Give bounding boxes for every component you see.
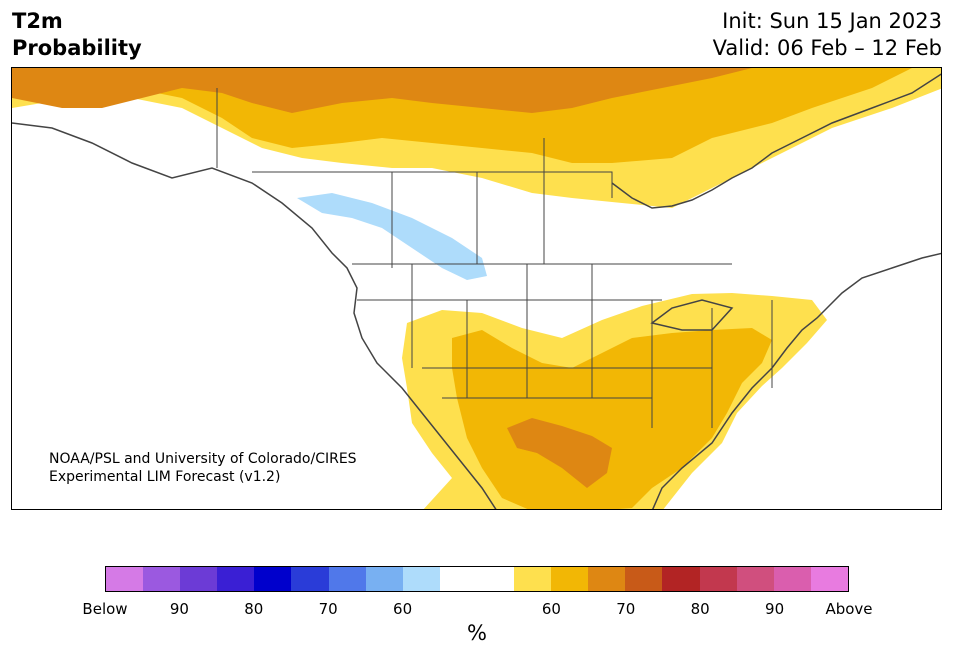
forecast-map xyxy=(11,67,942,510)
colorbar-cell xyxy=(180,567,218,591)
colorbar-tick-label: 70 xyxy=(318,600,338,618)
colorbar-cell xyxy=(106,567,144,591)
colorbar-cell xyxy=(588,567,626,591)
colorbar-tick-label: Below xyxy=(82,600,128,618)
colorbar-cell xyxy=(254,567,292,591)
title-variable: T2m xyxy=(12,9,63,33)
shade-south-above-65 xyxy=(452,328,772,509)
colorbar-cell xyxy=(402,567,440,591)
colorbar-tick-label: 70 xyxy=(616,600,636,618)
colorbar-tick-label: 80 xyxy=(690,600,710,618)
init-date: Init: Sun 15 Jan 2023 xyxy=(722,9,942,33)
colorbar-cell xyxy=(625,567,663,591)
colorbar-cell xyxy=(291,567,329,591)
colorbar-cell xyxy=(514,567,552,591)
colorbar-cell xyxy=(439,567,477,591)
colorbar-cell xyxy=(810,567,848,591)
colorbar-cell xyxy=(736,567,774,591)
shade-south-above-70 xyxy=(507,418,612,488)
forecast-dates: Init: Sun 15 Jan 2023 Valid: 06 Feb – 12… xyxy=(713,8,942,62)
colorbar-tick-label: 80 xyxy=(244,600,264,618)
colorbar-cell xyxy=(699,567,737,591)
colorbar-cell xyxy=(476,567,515,591)
colorbar-cell xyxy=(143,567,181,591)
colorbar-tick-label: 60 xyxy=(541,600,561,618)
attribution: NOAA/PSL and University of Colorado/CIRE… xyxy=(49,450,357,486)
colorbar-cell xyxy=(662,567,700,591)
colorbar-cell xyxy=(328,567,366,591)
colorbar-cell xyxy=(551,567,589,591)
title-metric: Probability xyxy=(12,36,142,60)
colorbar-tick-label: 60 xyxy=(393,600,413,618)
colorbar-tick-label: 90 xyxy=(765,600,785,618)
colorbar-cell xyxy=(365,567,403,591)
political-borders xyxy=(216,88,773,428)
colorbar-cell xyxy=(217,567,255,591)
chart-title: T2m Probability xyxy=(12,8,142,62)
coastlines xyxy=(12,73,941,509)
map-canvas xyxy=(12,68,941,509)
shade-below-60 xyxy=(297,193,487,280)
attribution-line1: NOAA/PSL and University of Colorado/CIRE… xyxy=(49,451,357,467)
colorbar-cell xyxy=(773,567,811,591)
probability-colorbar xyxy=(105,566,849,592)
colorbar-tick-label: 90 xyxy=(169,600,189,618)
shade-north-above-70 xyxy=(12,68,752,113)
colorbar-tick-label: Above xyxy=(825,600,873,618)
colorbar-unit: % xyxy=(467,621,487,645)
attribution-line2: Experimental LIM Forecast (v1.2) xyxy=(49,469,281,485)
valid-range: Valid: 06 Feb – 12 Feb xyxy=(712,36,942,60)
